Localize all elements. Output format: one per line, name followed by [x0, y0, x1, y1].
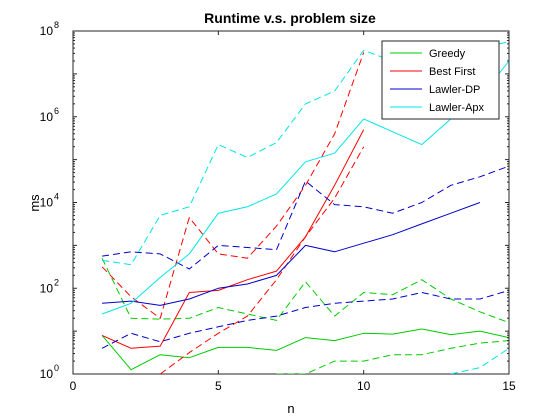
y-tick-label: 10 [40, 367, 54, 381]
x-tick-label: 10 [357, 379, 371, 393]
legend-label: Best First [429, 66, 475, 78]
x-tick-label: 0 [70, 379, 77, 393]
y-tick-label: 10 [40, 24, 54, 38]
series-line-best-first-solid-3 [101, 129, 365, 349]
x-tick-label: 15 [502, 379, 516, 393]
y-tick-label: 10 [40, 196, 54, 210]
y-tick-exponent: 6 [54, 106, 59, 116]
x-tick-label: 5 [215, 379, 222, 393]
series-line-lawler-apx-solid-9 [101, 60, 509, 315]
y-tick-label: 10 [40, 110, 54, 124]
legend: Greedy Best First Lawler-DP Lawler-Apx [381, 40, 500, 120]
y-tick-exponent: 2 [54, 277, 59, 287]
y-tick-exponent: 8 [54, 20, 59, 30]
y-tick-label: 10 [40, 281, 54, 295]
series-line-greedy-solid-0 [101, 328, 509, 371]
chart-title: Runtime v.s. problem size [204, 10, 376, 26]
series-line-greedy-dashed-1 [101, 257, 509, 324]
y-tick-exponent: 4 [54, 192, 59, 202]
series-line-lawler-dp-dashed-7 [102, 165, 509, 270]
legend-label: Lawler-Apx [429, 102, 485, 114]
series-line-greedy-dashed-2 [276, 340, 509, 374]
legend-label: Lawler-DP [429, 84, 480, 96]
series-line-best-first-dashed-5 [159, 146, 365, 374]
series-line-lawler-dp-solid-6 [102, 202, 481, 306]
y-tick-exponent: 0 [54, 363, 59, 373]
legend-box [381, 40, 500, 120]
legend-label: Greedy [429, 48, 466, 60]
series-line-best-first-dashed-4 [101, 52, 365, 319]
y-axis-label: ms [27, 194, 42, 212]
x-axis-label: n [287, 401, 294, 416]
series-line-lawler-dp-dashed-8 [101, 289, 509, 349]
